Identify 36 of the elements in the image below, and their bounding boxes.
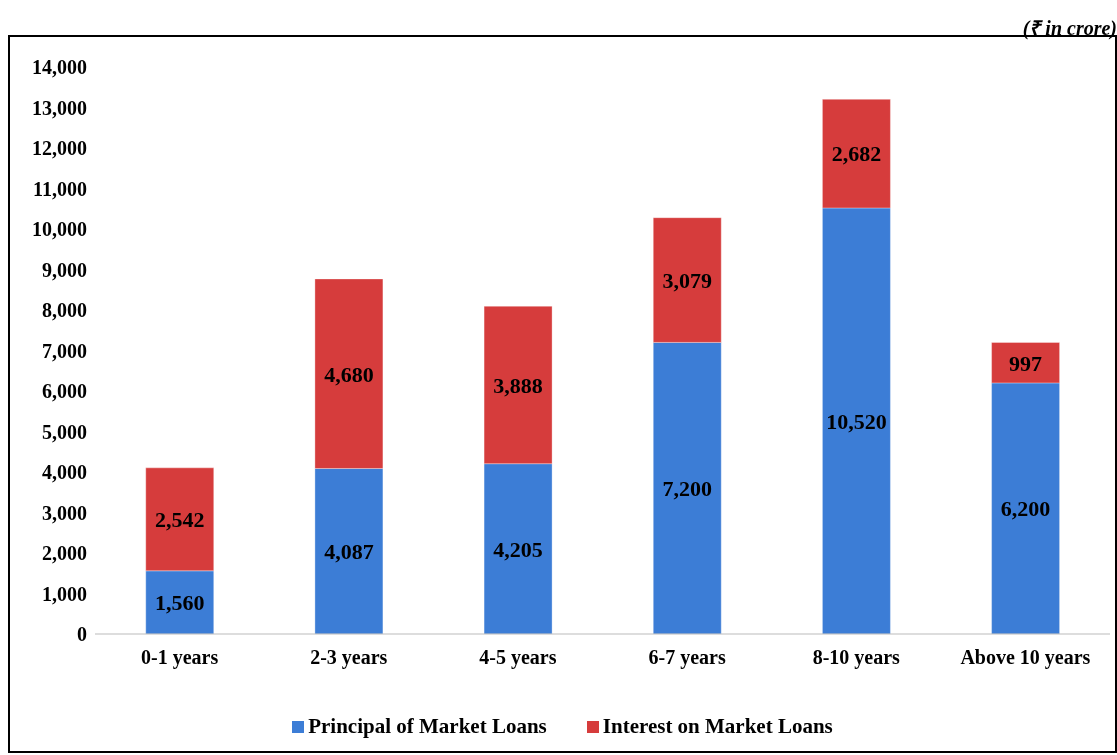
x-tick-label: 0-1 years	[140, 646, 219, 670]
data-label: 2,542	[155, 507, 205, 533]
text: (₹ in crore)	[1022, 16, 1117, 41]
y-tick-label: 1,000	[42, 582, 87, 605]
legend-label: Interest on Market Loans	[602, 714, 833, 739]
y-tick-label: 10,000	[32, 218, 87, 241]
y-tick-label: 11,000	[33, 177, 87, 200]
y-tick-label: 8,000	[42, 299, 87, 322]
y-tick-label: 0	[77, 623, 87, 646]
y-tick-label: 5,000	[42, 420, 87, 443]
y-tick-label: 13,000	[32, 96, 87, 119]
y-tick-label: 3,000	[42, 501, 87, 524]
y-tick-label: 2,000	[42, 542, 87, 565]
y-tick-label: 4,000	[42, 461, 87, 484]
data-label: 3,888	[493, 372, 543, 398]
y-tick-label: 7,000	[42, 339, 87, 362]
y-tick-label: 12,000	[32, 137, 87, 160]
y-tick-label: 9,000	[42, 258, 87, 281]
data-label: 7,200	[662, 476, 712, 502]
data-label: 1,560	[155, 590, 205, 616]
legend-label: Principal of Market Loans	[308, 714, 547, 739]
x-tick-label: Above 10 years	[960, 646, 1091, 670]
data-label: 997	[1009, 350, 1043, 376]
data-label: 4,680	[324, 361, 374, 387]
data-label: 3,079	[662, 267, 712, 293]
data-label: 4,205	[493, 536, 543, 562]
data-label: 2,682	[831, 141, 882, 167]
y-tick-label: 14,000	[32, 56, 87, 79]
x-tick-label: 4-5 years	[479, 646, 557, 670]
y-tick-label: 6,000	[42, 380, 87, 403]
x-tick-label: 6-7 years	[648, 646, 726, 670]
data-label: 6,200	[1000, 496, 1051, 522]
data-label: 4,087	[324, 539, 374, 565]
x-tick-label: 2-3 years	[310, 646, 388, 670]
x-tick-label: 8-10 years	[812, 646, 901, 670]
data-label: 10,520	[826, 408, 887, 434]
